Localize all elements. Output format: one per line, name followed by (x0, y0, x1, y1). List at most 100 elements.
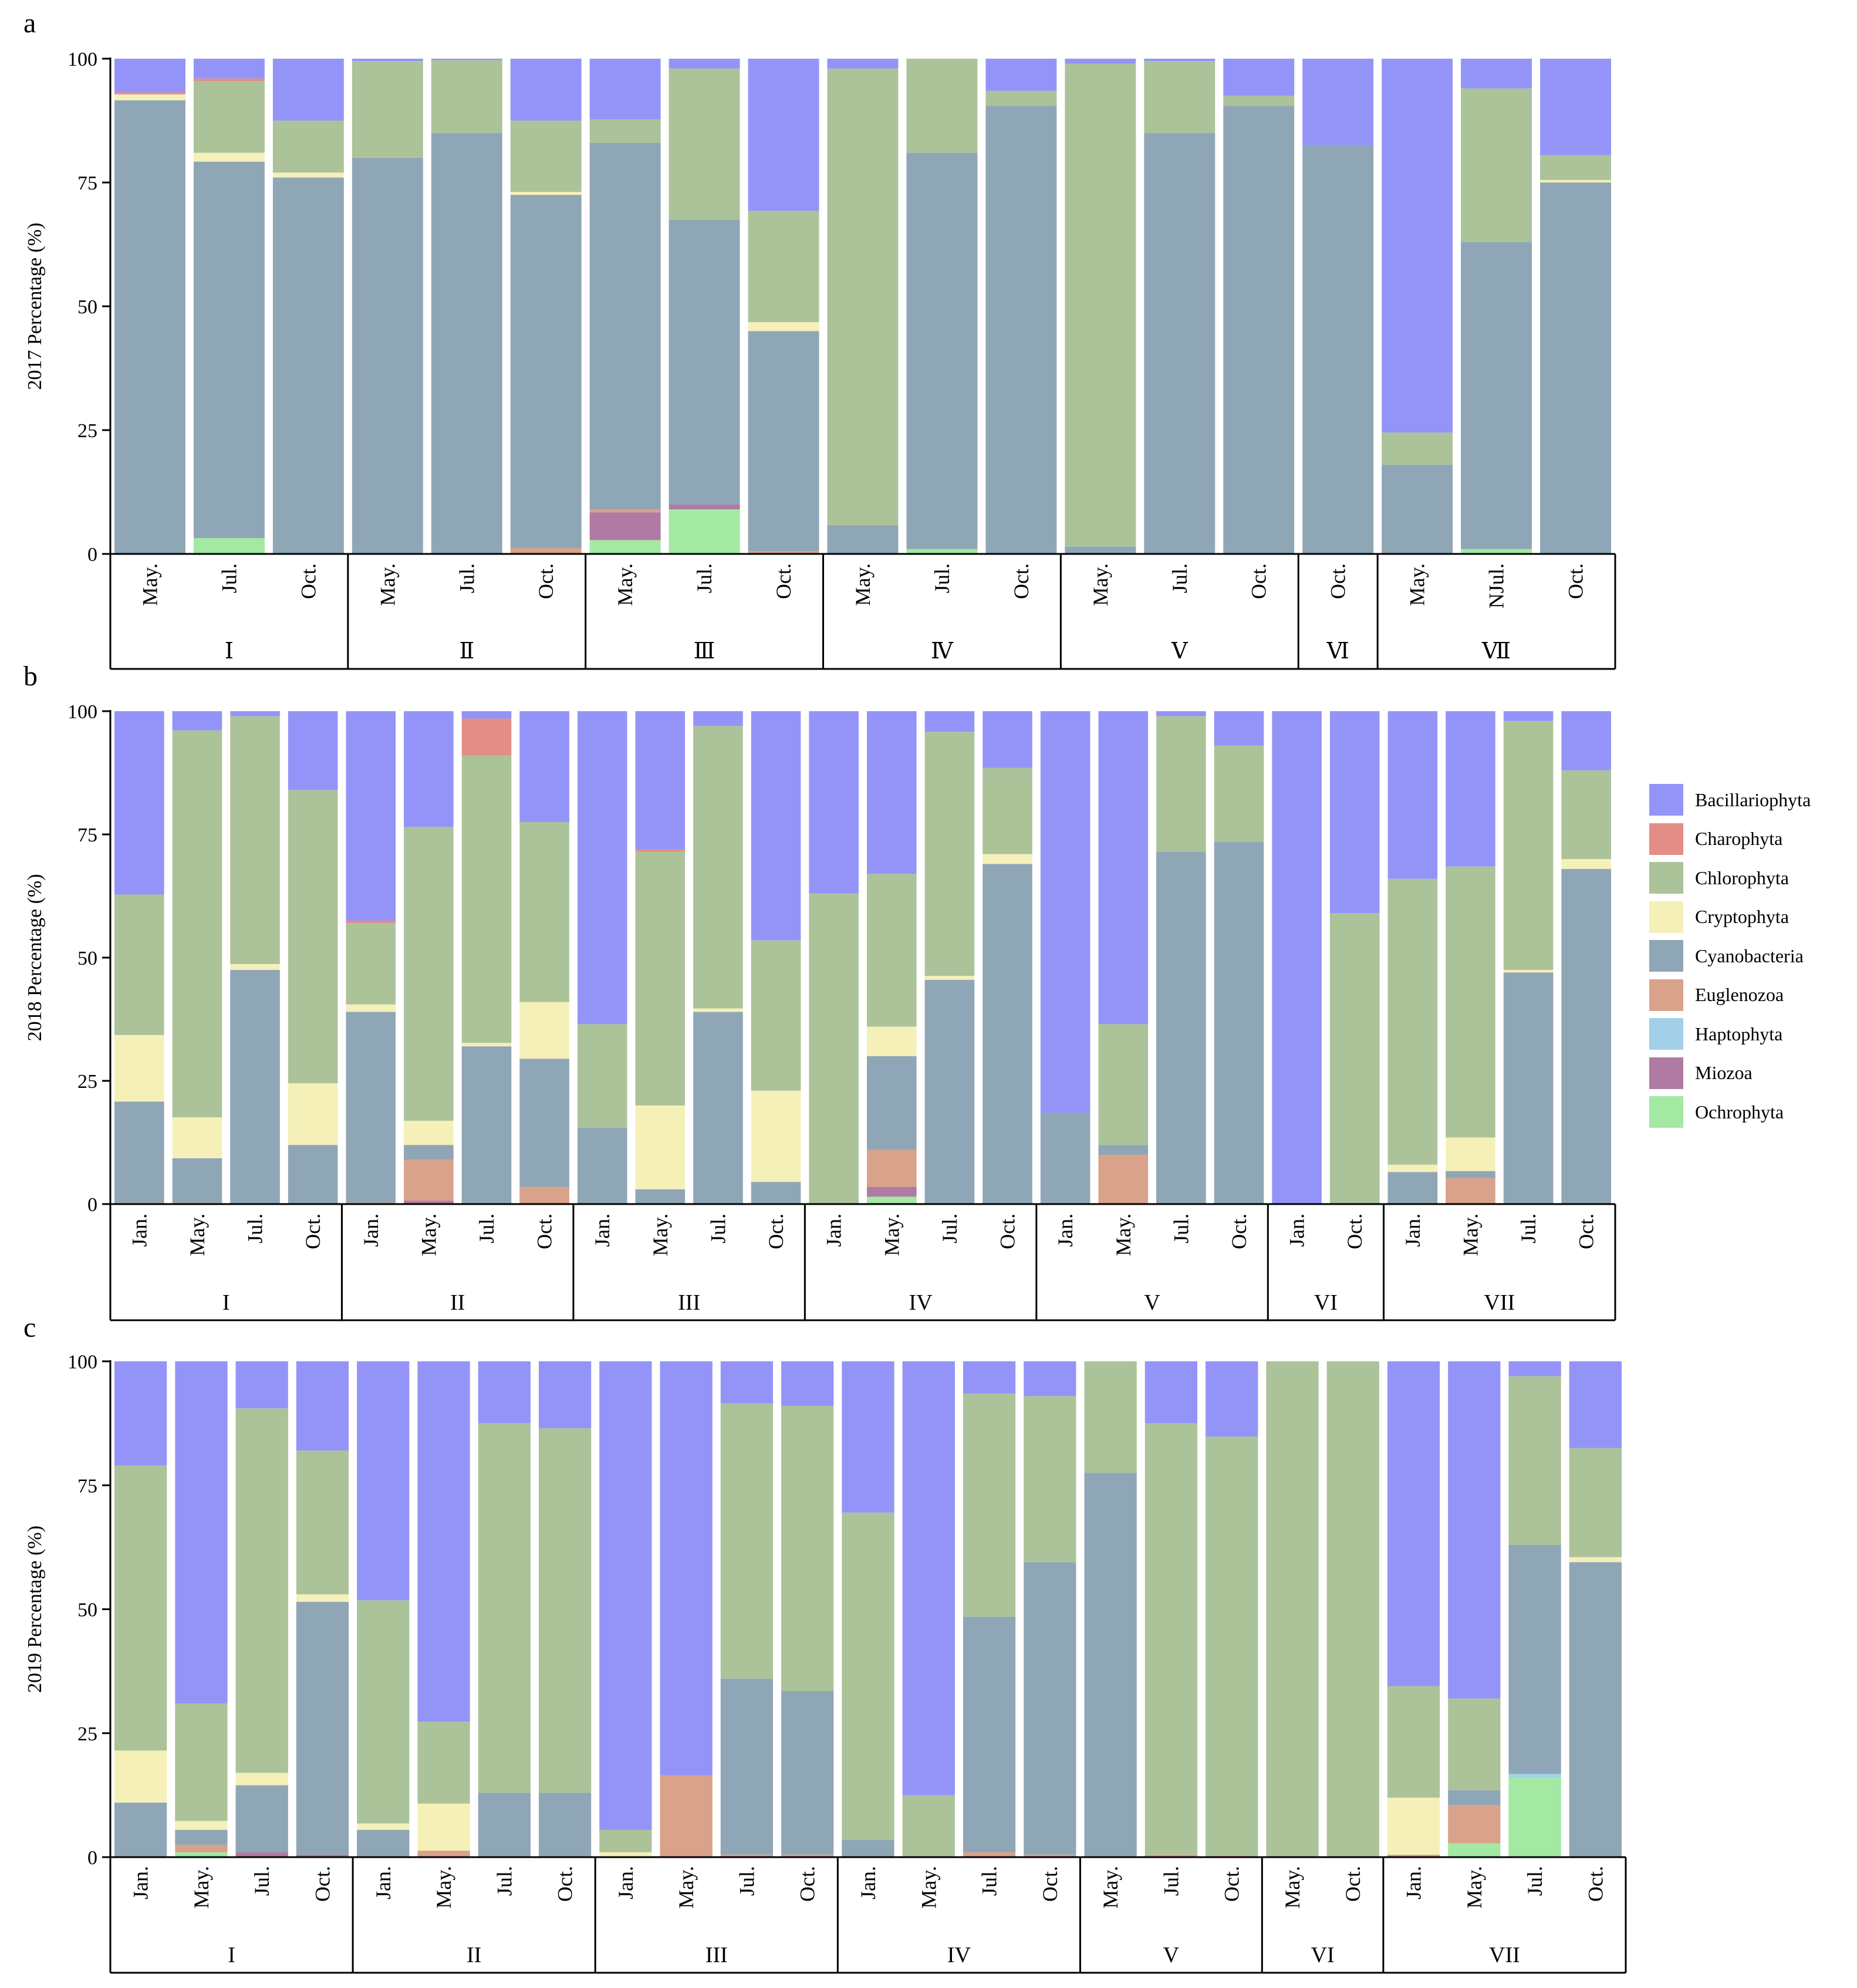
legend-item: Bacillariophyta (1649, 780, 1849, 820)
bar-segment-cryptophyta (230, 963, 280, 970)
bar-segment-cyanobacteria (288, 1145, 338, 1204)
x-tick-label: Oct. (764, 1213, 788, 1249)
x-tick-label: May. (649, 1213, 672, 1256)
group-label: Ⅳ (931, 639, 954, 664)
legend: Bacillariophyta Charophyta Chlorophyta Cryp… (1649, 780, 1849, 1132)
bar-segment-cyanobacteria (510, 195, 582, 548)
bar-segment-ochrophyta (1448, 1843, 1501, 1857)
bar-segment-chlorophyta (1144, 1423, 1198, 1855)
bar-segment-bacillariophyta (1144, 1361, 1198, 1424)
bar-segment-cyanobacteria (1098, 1145, 1149, 1155)
x-tick-label: May. (1112, 1213, 1135, 1256)
group-label: VII (1484, 1290, 1515, 1315)
x-tick-label: May. (613, 563, 637, 606)
bar-segment-bacillariophyta (1156, 711, 1206, 716)
bar-segment-euglenozoa (175, 1844, 228, 1852)
bar-segment-charophyta (193, 78, 265, 81)
bar-segment-bacillariophyta (538, 1361, 592, 1429)
bar-segment-euglenozoa (1387, 1854, 1440, 1857)
bar-segment-cyanobacteria (230, 970, 280, 1204)
x-tick-label: May. (417, 1213, 440, 1256)
x-tick-label: Oct. (796, 1866, 819, 1902)
legend-label: Miozoa (1695, 1062, 1753, 1084)
x-tick-label: Oct. (1326, 563, 1350, 599)
legend-swatch (1649, 1057, 1683, 1089)
x-tick-label: Jan. (372, 1866, 395, 1899)
bar-segment-cryptophyta (461, 1043, 512, 1047)
bar-segment-bacillariophyta (1448, 1361, 1501, 1699)
bar-segment-cryptophyta (693, 1008, 743, 1012)
bar-segment-chlorophyta (1508, 1376, 1561, 1545)
bar-segment-charophyta (635, 849, 686, 852)
x-tick-label: Jan. (1285, 1213, 1309, 1247)
bar-segment-cyanobacteria (519, 1059, 569, 1187)
legend-swatch (1649, 1018, 1683, 1050)
bar-segment-bacillariophyta (751, 711, 801, 941)
bar-segment-bacillariophyta (1302, 59, 1374, 146)
x-tick-label: Jan. (129, 1866, 153, 1899)
bar-segment-cyanobacteria (272, 177, 344, 554)
group-label: I (222, 1290, 230, 1315)
bar-segment-cyanobacteria (478, 1793, 531, 1857)
bar-segment-cryptophyta (288, 1083, 338, 1145)
legend-item: Euglenozoa (1649, 976, 1849, 1015)
bar-segment-bacillariophyta (272, 59, 344, 121)
bar-segment-cryptophyta (114, 94, 185, 100)
bar-segment-chlorophyta (1446, 866, 1495, 1138)
group-label: II (467, 1943, 481, 1967)
bar-segment-chlorophyta (1065, 63, 1136, 547)
x-tick-label: Jul. (1168, 563, 1191, 593)
x-tick-label: Oct. (1038, 1866, 1062, 1902)
bar-segment-cryptophyta (1569, 1557, 1622, 1563)
group-label: Ⅶ (1481, 639, 1511, 664)
panel-a: a 2017 Percentage (%) 0 25 50 75 100 May. Jul. Oc… (23, 8, 1616, 670)
bar-segment-chlorophyta (985, 90, 1057, 106)
legend-swatch (1649, 940, 1683, 972)
bar-segment-cryptophyta (1387, 1164, 1438, 1172)
bar-segment-euglenozoa (1024, 1854, 1076, 1857)
bar-segment-cyanobacteria (1461, 242, 1532, 549)
y-tick-label: 100 (67, 701, 97, 723)
bar-segment-cyanobacteria (577, 1127, 627, 1204)
bar-segment-ochrophyta (589, 540, 661, 554)
bar-segment-cyanobacteria (114, 1101, 164, 1203)
bar-segment-bacillariophyta (1446, 711, 1495, 867)
x-tick-label: May. (376, 563, 399, 606)
bar-segment-bacillariophyta (172, 711, 222, 731)
bar-segment-bacillariophyta (985, 59, 1057, 91)
bar-segment-euglenozoa (404, 1159, 454, 1201)
bar-segment-bacillariophyta (1206, 1361, 1258, 1437)
bar-segment-cryptophyta (357, 1823, 410, 1830)
bar-segment-cyanobacteria (461, 1046, 512, 1204)
bar-segment-euglenozoa (963, 1852, 1016, 1857)
bar-segment-chlorophyta (357, 1600, 410, 1824)
bar-segment-bacillariophyta (660, 1361, 713, 1776)
bar-segment-chlorophyta (1206, 1436, 1258, 1856)
bar-segment-bacillariophyta (1387, 711, 1438, 879)
bar-segment-chlorophyta (982, 768, 1032, 854)
bar-segment-cryptophyta (114, 1750, 167, 1803)
group-label: Ⅰ (225, 639, 234, 664)
bar-segment-miozoa (867, 1186, 917, 1197)
bar-segment-cryptophyta (235, 1773, 288, 1786)
bar-segment-ochrophyta (867, 1196, 917, 1204)
x-tick-label: Oct. (301, 1213, 325, 1249)
legend-label: Chlorophyta (1695, 867, 1789, 888)
bar-segment-ochrophyta (906, 549, 978, 554)
x-tick-label: May. (190, 1866, 213, 1909)
bar-segment-chlorophyta (924, 732, 975, 976)
legend-item: Cryptophyta (1649, 898, 1849, 937)
legend-item: Chlorophyta (1649, 858, 1849, 898)
x-tick-label: May. (138, 563, 161, 606)
bar-segment-miozoa (235, 1852, 288, 1857)
bar-segment-chlorophyta (175, 1703, 228, 1821)
y-axis-label: 2017 Percentage (%) (24, 222, 46, 390)
bar-segment-chlorophyta (751, 940, 801, 1091)
bar-segment-cyanobacteria (1156, 851, 1206, 1204)
group-label: VII (1489, 1943, 1520, 1967)
bar-segment-cryptophyta (599, 1852, 652, 1857)
y-tick-label: 50 (77, 296, 97, 318)
x-tick-label: Jul. (455, 563, 478, 593)
bar-segment-bacillariophyta (1503, 711, 1554, 721)
x-tick-label: Jul. (250, 1866, 274, 1896)
